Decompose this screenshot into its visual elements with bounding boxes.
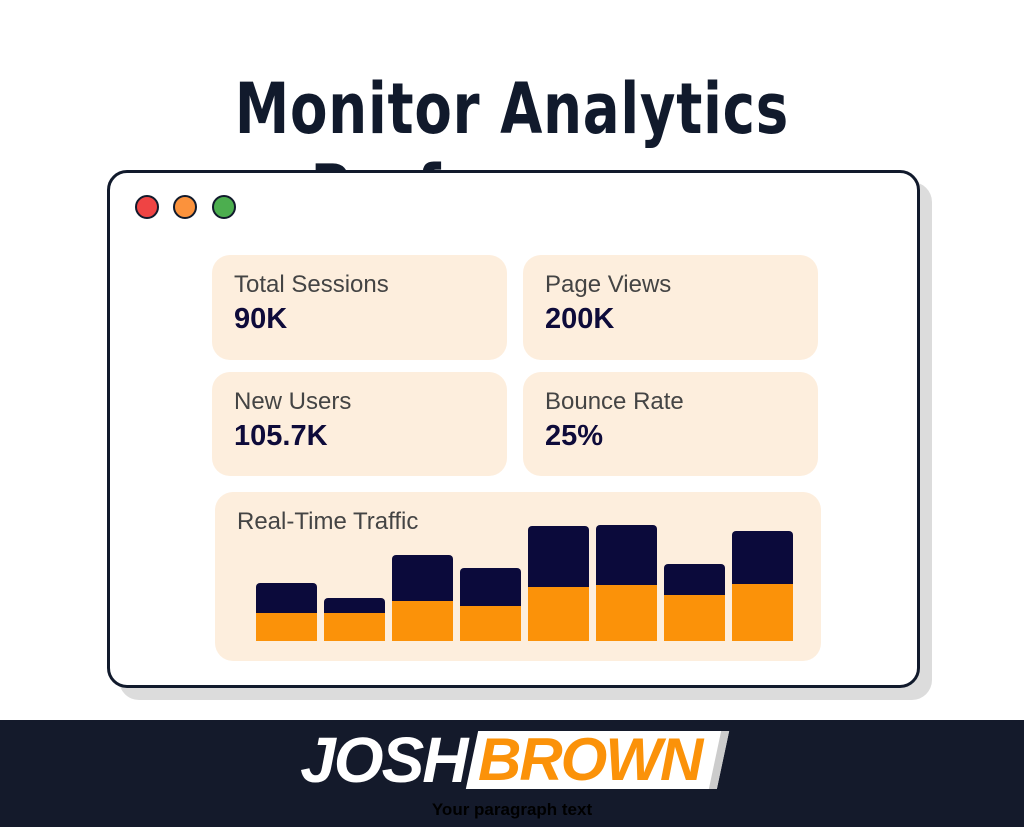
stat-card-page-views: Page Views 200K bbox=[523, 255, 818, 360]
stat-value: 105.7K bbox=[234, 420, 328, 452]
bar-segment-orange bbox=[460, 606, 521, 641]
bar-segment-orange bbox=[596, 585, 657, 641]
bar-segment-orange bbox=[732, 584, 793, 641]
stat-value: 200K bbox=[545, 303, 615, 335]
stat-value: 90K bbox=[234, 303, 288, 335]
bar-7 bbox=[664, 564, 725, 641]
logo-second: BROWN bbox=[478, 726, 702, 793]
stat-label: Page Views bbox=[545, 271, 672, 298]
minimize-dot-icon[interactable] bbox=[173, 195, 197, 219]
chart-title: Real-Time Traffic bbox=[237, 508, 419, 535]
bar-5 bbox=[528, 526, 589, 641]
logo-first: JOSH bbox=[300, 724, 468, 796]
stat-label: Bounce Rate bbox=[545, 388, 684, 415]
stat-label: New Users bbox=[234, 388, 352, 415]
traffic-chart-card: Real-Time Traffic bbox=[215, 492, 821, 661]
maximize-dot-icon[interactable] bbox=[212, 195, 236, 219]
stat-card-bounce-rate: Bounce Rate 25% bbox=[523, 372, 818, 476]
bar-segment-orange bbox=[528, 587, 589, 641]
bar-segment-orange bbox=[664, 595, 725, 641]
bar-4 bbox=[460, 568, 521, 641]
logo-highlight: BROWN bbox=[466, 726, 730, 793]
stat-card-total-sessions: Total Sessions 90K bbox=[212, 255, 507, 360]
paragraph-text: Your paragraph text bbox=[431, 800, 593, 819]
bar-segment-orange bbox=[392, 601, 453, 641]
browser-window: Total Sessions 90K Page Views 200K New U… bbox=[107, 170, 920, 688]
footer: JOSH BROWN Your paragraph text bbox=[0, 720, 1024, 827]
bar-segment-orange bbox=[256, 613, 317, 641]
stat-label: Total Sessions bbox=[234, 271, 389, 298]
stat-value: 25% bbox=[545, 420, 604, 452]
bar-2 bbox=[324, 598, 385, 641]
bar-1 bbox=[256, 583, 317, 641]
bar-8 bbox=[732, 531, 793, 641]
bar-3 bbox=[392, 555, 453, 641]
bar-6 bbox=[596, 525, 657, 641]
stat-card-new-users: New Users 105.7K bbox=[212, 372, 507, 476]
close-dot-icon[interactable] bbox=[135, 195, 159, 219]
logo: JOSH BROWN bbox=[0, 726, 1024, 794]
bar-segment-orange bbox=[324, 613, 385, 641]
